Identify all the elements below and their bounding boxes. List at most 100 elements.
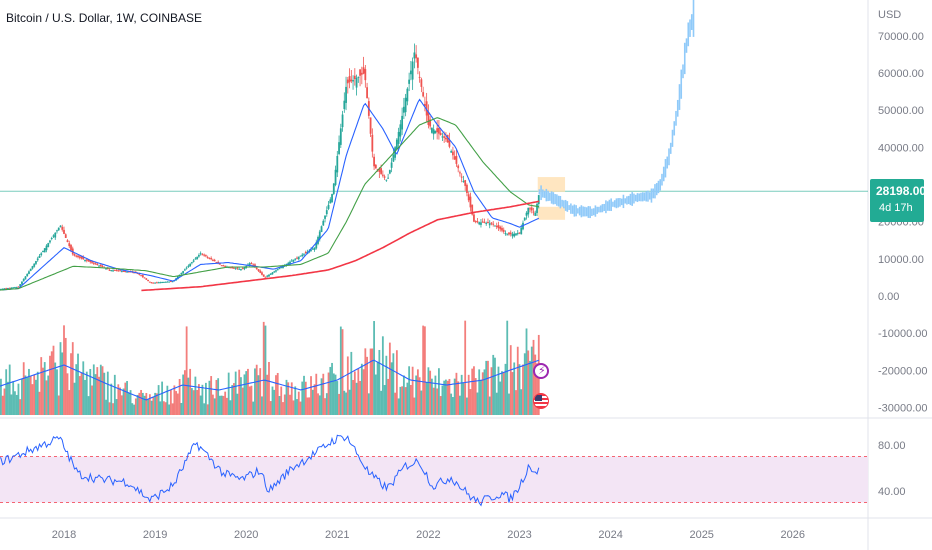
volume-bar: [219, 395, 221, 415]
candle: [480, 222, 482, 225]
candle: [61, 226, 64, 230]
candle: [343, 100, 346, 110]
volume-bar: [455, 372, 458, 415]
candle: [189, 263, 192, 267]
projection-candle: [596, 206, 598, 214]
volume-bar: [183, 370, 186, 415]
y-tick-label: 0.00: [878, 291, 899, 303]
candle: [429, 119, 432, 127]
candle: [140, 275, 142, 277]
volume-bar: [425, 382, 428, 415]
volume-bar: [240, 377, 242, 415]
candle: [243, 267, 246, 270]
volume-bar: [150, 400, 153, 415]
candle: [271, 272, 274, 275]
volume-bar: [376, 362, 379, 415]
volume-bar: [467, 374, 470, 415]
candle: [490, 222, 493, 224]
candle: [145, 278, 148, 280]
volume-bar: [78, 376, 81, 415]
volume-bar: [422, 325, 425, 415]
projection-candle: [568, 205, 570, 210]
candle: [504, 233, 507, 235]
candle: [227, 267, 230, 269]
volume-bar: [446, 380, 449, 415]
projection-candle: [629, 193, 632, 206]
candle: [206, 257, 209, 259]
candle: [105, 268, 107, 270]
candle: [190, 262, 193, 264]
volume-bar: [508, 393, 510, 415]
volume-bar: [502, 371, 505, 415]
candle: [197, 255, 200, 257]
volume-ma-line: [0, 359, 539, 401]
candle: [289, 261, 291, 265]
volume-bar: [338, 393, 340, 415]
volume-bar: [243, 374, 246, 415]
projection-candle: [573, 204, 576, 217]
candle: [346, 79, 349, 84]
candle: [276, 269, 279, 271]
volume-bar: [68, 390, 71, 415]
volume-bar: [80, 372, 83, 415]
volume-bar: [201, 384, 204, 415]
volume-bar: [511, 372, 514, 415]
volume-bar: [409, 384, 412, 415]
volume-bar: [317, 393, 319, 415]
candle: [17, 286, 20, 288]
projection-candle: [652, 188, 655, 199]
currency-label[interactable]: USD: [878, 9, 902, 21]
candle: [360, 72, 363, 75]
volume-bar: [187, 377, 190, 415]
volume-bar: [124, 382, 127, 415]
candle: [299, 255, 302, 257]
volume-bar: [173, 385, 176, 415]
volume-bar: [205, 382, 207, 415]
lightning-icon[interactable]: ⚡: [533, 363, 549, 379]
projection-candle: [615, 198, 618, 209]
projection-candle: [664, 159, 667, 178]
volume-bar: [411, 366, 414, 415]
volume-bar: [35, 379, 37, 415]
projection-candle: [685, 38, 688, 53]
candle: [120, 271, 123, 273]
volume-bar: [466, 397, 468, 415]
candle: [19, 284, 22, 287]
volume-bar: [50, 351, 53, 415]
volume-bar: [247, 368, 249, 415]
volume-bar: [94, 374, 97, 415]
volume-bar: [259, 368, 262, 415]
projection-candle: [668, 148, 670, 166]
candle: [352, 80, 354, 82]
volume-bar: [388, 342, 391, 415]
volume-bar: [266, 374, 269, 415]
candle: [478, 222, 481, 225]
candle: [236, 267, 239, 269]
candle: [154, 282, 156, 284]
rsi-tick-label: 40.00: [878, 486, 906, 498]
volume-bar: [213, 398, 216, 415]
candle: [56, 230, 58, 232]
projection-candle: [561, 199, 563, 207]
volume-bar: [378, 349, 381, 415]
volume-bar: [57, 395, 60, 415]
projection-candle: [675, 110, 677, 126]
volume-bar: [224, 391, 227, 415]
volume-bar: [320, 378, 323, 415]
volume-bar: [108, 402, 111, 415]
projection-candle: [545, 188, 548, 202]
volume-bar: [522, 364, 524, 415]
us-flag-icon[interactable]: [533, 393, 549, 409]
candle: [220, 265, 223, 267]
candle: [248, 263, 251, 266]
volume-bar: [136, 394, 139, 415]
volume-bar: [70, 353, 72, 415]
volume-bar: [457, 381, 460, 415]
candle: [275, 270, 277, 272]
volume-bar: [210, 376, 213, 415]
volume-bar: [471, 368, 474, 415]
candle: [304, 251, 307, 253]
candle: [418, 76, 421, 78]
candle: [297, 256, 300, 260]
